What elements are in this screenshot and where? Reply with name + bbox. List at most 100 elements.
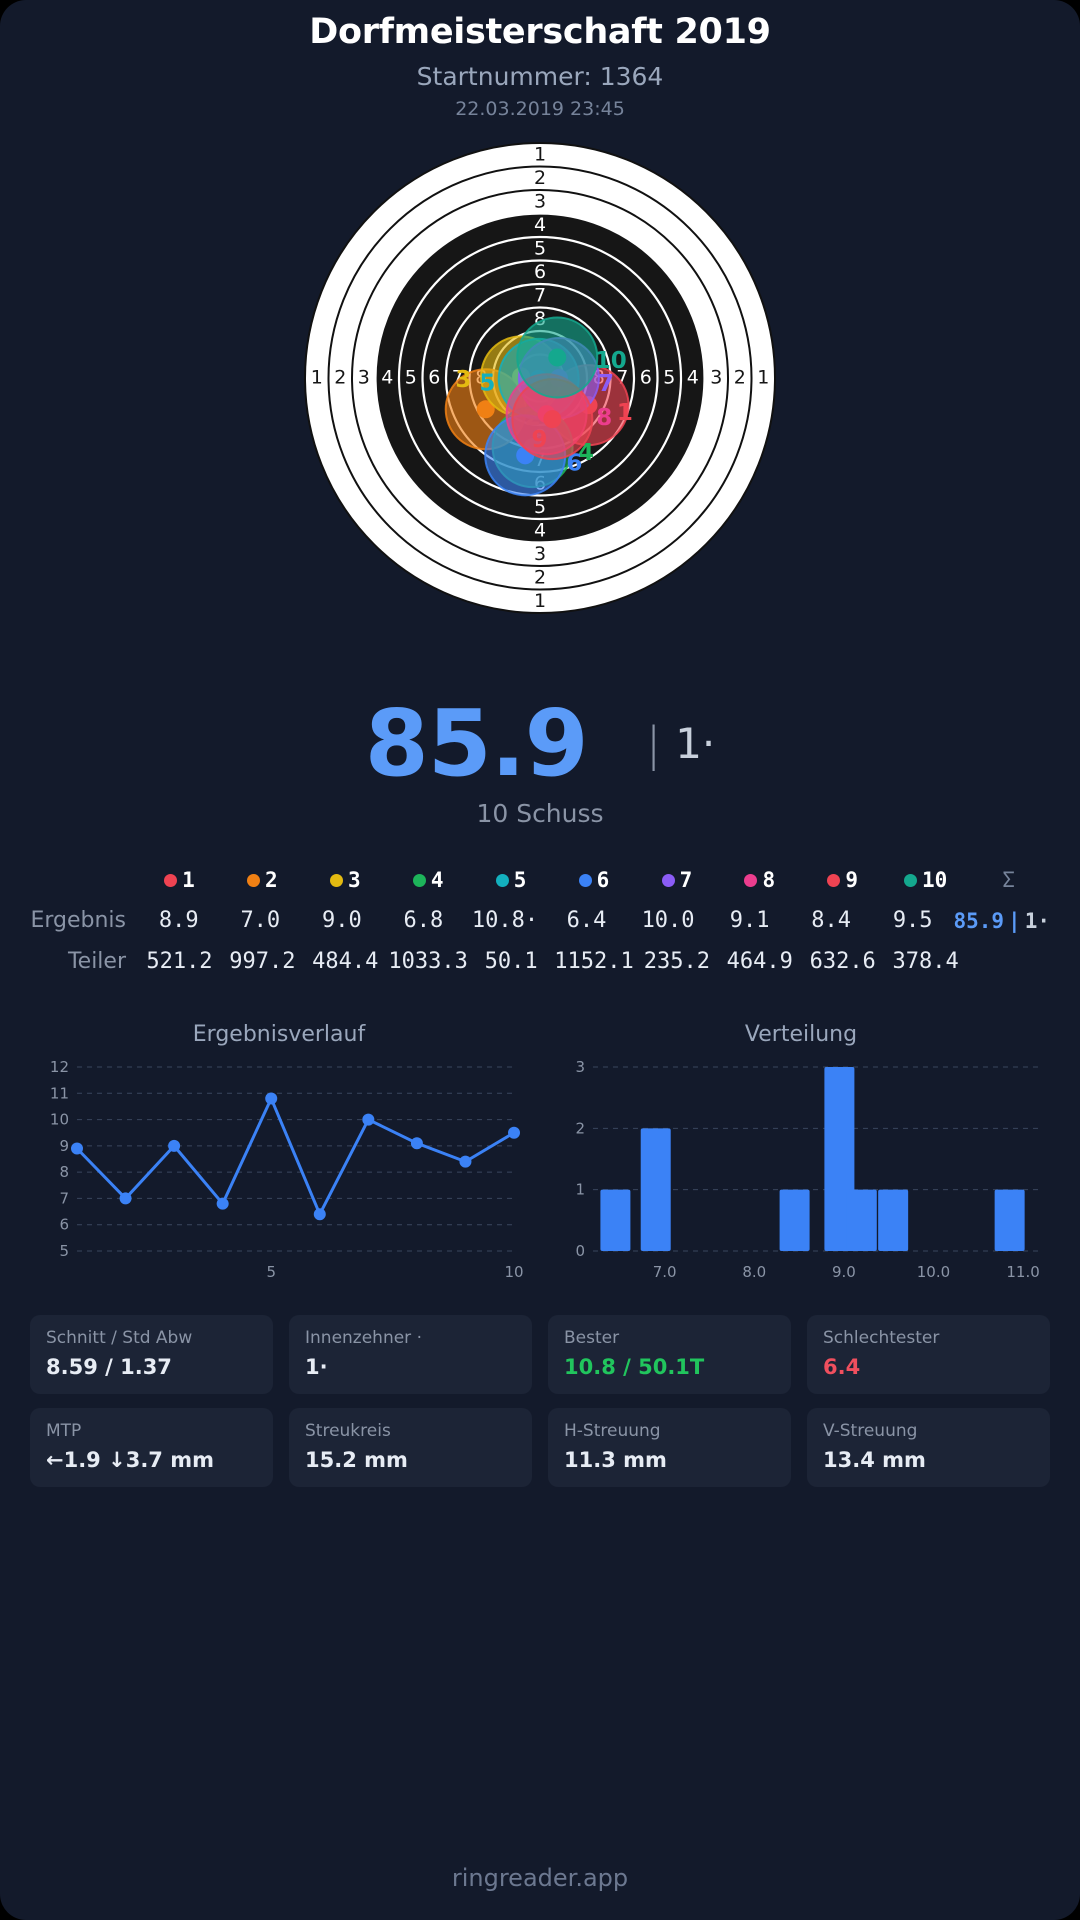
ergebnis-value-9: 8.4: [811, 908, 852, 934]
svg-text:2: 2: [734, 367, 746, 389]
stat-card-row: Schnitt / Std Abw 8.59 / 1.37 Innenzehner …: [30, 1315, 1050, 1395]
shot-color-dot-icon: [495, 873, 509, 887]
svg-text:7: 7: [598, 371, 614, 397]
line-point-2: [119, 1192, 132, 1205]
shot-color-dot-icon: [661, 873, 675, 887]
svg-text:3: 3: [710, 367, 722, 389]
svg-text:8: 8: [596, 405, 612, 431]
shot-number: 9: [845, 868, 859, 893]
shot-header-10: 10: [884, 868, 967, 892]
svg-text:1: 1: [757, 367, 769, 389]
shot-header-3: 3: [304, 868, 387, 892]
ergebnis-value-6: 6.4: [566, 908, 607, 934]
shot-count-label: 10 Schuss: [476, 799, 604, 829]
sum-header: Σ: [1002, 868, 1015, 893]
chart-ergebnisverlauf[interactable]: Ergebnisverlauf 5 6 7 8 9 10 11 12 5 10: [18, 1022, 540, 1293]
svg-text:2: 2: [534, 566, 546, 588]
stat-card-label: Schlechtester: [823, 1328, 940, 1349]
stat-card-bester[interactable]: Bester 10.8 / 50.1T: [548, 1315, 791, 1395]
svg-text:4: 4: [687, 367, 699, 389]
shot-color-dot-icon: [578, 873, 592, 887]
shot-color-dot-icon: [329, 873, 343, 887]
start-number: Startnummer: 1364: [416, 62, 664, 91]
svg-text:8: 8: [59, 1164, 69, 1182]
bar-2: [779, 1190, 810, 1252]
shot-marker-10[interactable]: 10: [516, 316, 627, 399]
svg-text:3: 3: [534, 190, 546, 212]
svg-text:1: 1: [617, 400, 633, 426]
bar-6: [994, 1190, 1025, 1252]
stat-card-schlechtester[interactable]: Schlechtester 6.4: [807, 1315, 1050, 1395]
chart-title-bar: Verteilung: [744, 1022, 858, 1048]
shot-color-dot-icon: [247, 873, 261, 887]
target-visualization[interactable]: 1111222233334444555566667777888812345678…: [0, 128, 1080, 648]
svg-text:4: 4: [534, 519, 546, 541]
charts-area: Ergebnisverlauf 5 6 7 8 9 10 11 12 5 10 Verteilun…: [0, 1022, 1080, 1293]
stat-card-schnitt-std-abw[interactable]: Schnitt / Std Abw 8.59 / 1.37: [30, 1315, 273, 1395]
svg-text:5: 5: [534, 237, 546, 259]
table-row: Teiler 521.2 997.2 484.4 1033.3 50.1 1152.1 23…: [30, 949, 1050, 974]
stat-cards: Schnitt / Std Abw 8.59 / 1.37 Innenzehner …: [0, 1293, 1080, 1488]
ergebnis-value-1: 8.9: [158, 908, 199, 934]
shot-number: 8: [762, 868, 776, 893]
svg-text:4: 4: [381, 367, 393, 389]
shot-header-4: 4: [387, 868, 470, 892]
line-chart-svg[interactable]: 5 6 7 8 9 10 11 12 5 10: [18, 1053, 540, 1293]
shot-header-2: 2: [221, 868, 304, 892]
ergebnis-value-2: 7.0: [240, 908, 281, 934]
svg-text:11: 11: [50, 1085, 69, 1103]
svg-text:0: 0: [575, 1242, 585, 1260]
svg-text:9: 9: [59, 1137, 69, 1155]
teiler-value-9: 632.6: [809, 949, 876, 975]
bar-4: [846, 1190, 877, 1252]
chart-verteilung[interactable]: Verteilung 0 1 2 3 7.0 8.0 9.0 10.0 11.0: [540, 1022, 1062, 1293]
shot-number: 1: [182, 868, 195, 893]
ergebnis-value-3: 9.0: [321, 908, 362, 934]
stat-card-streukreis[interactable]: Streukreis 15.2 mm: [289, 1408, 532, 1488]
teiler-value-10: 378.4: [892, 949, 959, 975]
shot-color-dot-icon: [164, 873, 178, 887]
line-point-5: [265, 1092, 278, 1105]
bar-0: [600, 1190, 631, 1252]
ergebnis-value-5: 10.8·: [471, 908, 539, 934]
svg-text:11.0: 11.0: [1006, 1263, 1039, 1281]
shot-number: 2: [265, 868, 278, 893]
bar-chart-svg[interactable]: 0 1 2 3 7.0 8.0 9.0 10.0 11.0: [540, 1053, 1062, 1293]
chart-title-line: Ergebnisverlauf: [192, 1022, 366, 1048]
svg-text:12: 12: [50, 1058, 69, 1076]
svg-text:5: 5: [663, 367, 675, 389]
teiler-value-7: 235.2: [643, 949, 710, 975]
line-point-10: [508, 1127, 520, 1140]
teiler-value-8: 464.9: [726, 949, 793, 975]
svg-text:2: 2: [534, 167, 546, 189]
shot-color-dot-icon: [744, 873, 758, 887]
stat-card-label: Innenzehner ·: [305, 1328, 422, 1349]
line-point-9: [459, 1156, 472, 1169]
bar-5: [878, 1190, 909, 1252]
svg-text:10: 10: [504, 1263, 523, 1281]
stat-card-row: MTP ←1.9 ↓3.7 mm Streukreis 15.2 mm H-Streuu…: [30, 1408, 1050, 1488]
svg-text:1: 1: [534, 590, 546, 612]
shot-table: 1 2 3 4 5 6 7 8 9 10 Σ Ergebnis 8.9 7.0 9.0 6.8 10.8· 6…: [30, 868, 1050, 974]
stat-card-h-streuung[interactable]: H-Streuung 11.3 mm: [548, 1408, 791, 1488]
session-datetime: 22.03.2019 23:45: [455, 98, 625, 120]
shot-header-7: 7: [635, 868, 718, 892]
stat-card-label: Bester: [564, 1328, 620, 1349]
shot-number: 6: [596, 868, 610, 893]
score-separator: |: [645, 716, 662, 771]
page-title: Dorfmeisterschaft 2019: [309, 12, 771, 52]
stat-card-mtp[interactable]: MTP ←1.9 ↓3.7 mm: [30, 1408, 273, 1488]
svg-text:8.0: 8.0: [742, 1263, 766, 1281]
shot-number: 7: [679, 868, 693, 893]
teiler-value-1: 521.2: [146, 949, 213, 975]
teiler-value-6: 1152.1: [554, 949, 634, 975]
ergebnis-value-7: 10.0: [641, 908, 695, 934]
stat-card-innenzehner[interactable]: Innenzehner · 1·: [289, 1315, 532, 1395]
shot-header-1: 1: [138, 868, 221, 892]
target-svg[interactable]: 1111222233334444555566667777888812345678…: [40, 128, 1040, 628]
svg-text:2: 2: [575, 1120, 585, 1138]
svg-text:3: 3: [358, 367, 370, 389]
stat-card-v-streuung[interactable]: V-Streuung 13.4 mm: [807, 1408, 1050, 1488]
svg-text:3: 3: [455, 367, 471, 393]
row-label-ergebnis: Ergebnis: [30, 908, 126, 934]
